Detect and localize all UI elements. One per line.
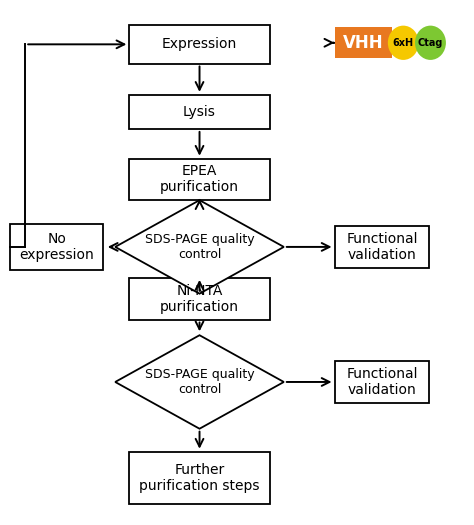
Text: Ni-NTA
purification: Ni-NTA purification bbox=[160, 284, 239, 314]
Text: Ctag: Ctag bbox=[418, 38, 443, 48]
FancyBboxPatch shape bbox=[129, 452, 270, 504]
Polygon shape bbox=[115, 200, 284, 293]
Text: Expression: Expression bbox=[162, 37, 237, 51]
FancyBboxPatch shape bbox=[129, 95, 270, 129]
Text: SDS-PAGE quality
control: SDS-PAGE quality control bbox=[145, 368, 255, 396]
Text: Lysis: Lysis bbox=[183, 105, 216, 119]
Polygon shape bbox=[115, 335, 284, 429]
Circle shape bbox=[415, 26, 446, 60]
Text: Functional
validation: Functional validation bbox=[346, 232, 418, 262]
FancyBboxPatch shape bbox=[336, 27, 392, 58]
Text: Functional
validation: Functional validation bbox=[346, 367, 418, 397]
FancyBboxPatch shape bbox=[10, 224, 103, 270]
Text: 6xH: 6xH bbox=[393, 38, 414, 48]
Text: EPEA
purification: EPEA purification bbox=[160, 164, 239, 194]
FancyBboxPatch shape bbox=[336, 361, 429, 403]
Text: VHH: VHH bbox=[343, 34, 384, 52]
Circle shape bbox=[388, 26, 419, 60]
Text: Further
purification steps: Further purification steps bbox=[139, 463, 260, 493]
FancyBboxPatch shape bbox=[129, 278, 270, 320]
FancyBboxPatch shape bbox=[129, 25, 270, 64]
FancyBboxPatch shape bbox=[336, 226, 429, 268]
FancyBboxPatch shape bbox=[129, 159, 270, 200]
Text: SDS-PAGE quality
control: SDS-PAGE quality control bbox=[145, 233, 255, 261]
Text: No
expression: No expression bbox=[19, 232, 94, 262]
